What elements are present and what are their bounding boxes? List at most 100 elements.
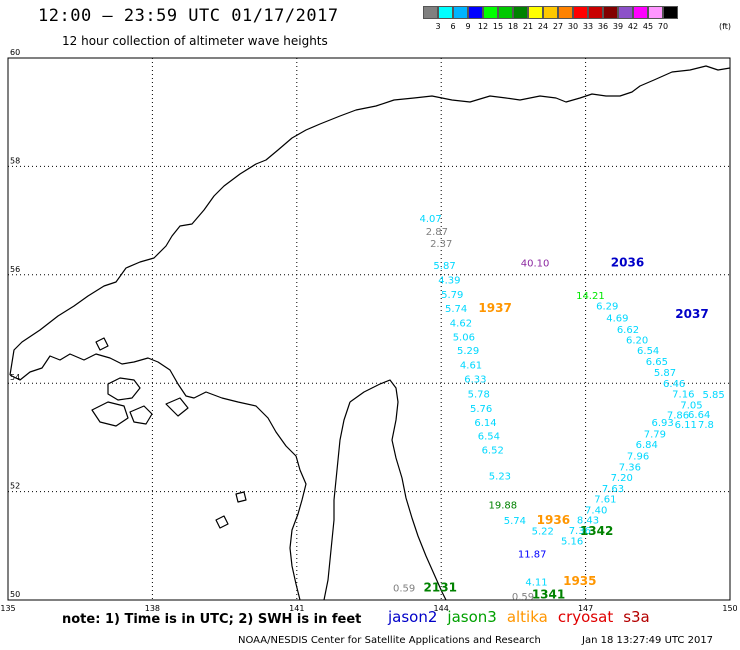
wave-height-value: 5.74	[504, 516, 526, 527]
wave-height-value: 6.52	[482, 446, 504, 457]
island	[235, 491, 247, 503]
legend-swatch	[573, 6, 588, 19]
wave-height-value: 6.29	[596, 301, 618, 312]
wave-height-value: 5.76	[470, 404, 492, 415]
wave-height-value: 2.87	[426, 227, 448, 238]
legend-label: 42	[627, 22, 639, 31]
wave-height-value: 5.06	[453, 332, 475, 343]
wave-height-value: 7.8	[698, 420, 714, 431]
wave-height-value: 6.54	[637, 346, 659, 357]
wave-height-value: 6.20	[626, 336, 648, 347]
wave-height-value: 7.61	[594, 494, 616, 505]
wave-height-value: 5.74	[445, 304, 467, 315]
pass-time-label: 1937	[478, 301, 511, 315]
legend-label: 9	[465, 22, 471, 31]
legend-unit: (ft)	[718, 22, 732, 31]
lat-tick-label: 52	[10, 482, 20, 491]
pass-time-label: 1342	[580, 524, 613, 538]
wave-height-value: 4.07	[419, 214, 441, 225]
legend-label: 15	[492, 22, 504, 31]
island	[95, 337, 109, 351]
pass-time-label: 1936	[537, 513, 570, 527]
legend-swatch	[498, 6, 513, 19]
legend-label: 70	[657, 22, 669, 31]
footnote: note: 1) Time is in UTC; 2) SWH is in fe…	[62, 612, 362, 627]
wave-height-value: 7.79	[644, 429, 666, 440]
wave-height-value: 7.16	[672, 389, 694, 400]
wave-height-value: 4.69	[606, 313, 628, 324]
wave-height-value: 14.21	[576, 291, 605, 302]
wave-height-value: 5.22	[532, 526, 554, 537]
legend-swatch	[588, 6, 603, 19]
pass-time-label: 1935	[563, 574, 596, 588]
wave-height-value: 7.20	[611, 473, 633, 484]
wave-height-value: 6.93	[651, 418, 673, 429]
legend-swatch	[453, 6, 468, 19]
wave-height-value: 4.39	[438, 275, 460, 286]
wave-height-value: 6.65	[646, 357, 668, 368]
wave-height-value: 19.88	[488, 500, 517, 511]
wave-height-value: 7.36	[619, 462, 641, 473]
legend-swatch	[423, 6, 438, 19]
legend-swatch	[528, 6, 543, 19]
wave-height-value: 7.63	[602, 484, 624, 495]
satellite-name: cryosat	[557, 608, 614, 626]
lon-tick-label: 135	[0, 604, 15, 613]
wave-height-value: 7.05	[680, 401, 702, 412]
wave-height-value: 2.37	[430, 239, 452, 250]
legend-swatch	[663, 6, 678, 19]
legend-label: 45	[642, 22, 654, 31]
wave-height-value: 6.64	[688, 410, 710, 421]
legend-label: 21	[522, 22, 534, 31]
wave-height-value: 5.29	[457, 346, 479, 357]
wave-height-value: 6.14	[474, 418, 496, 429]
wave-height-value: 7.40	[585, 505, 607, 516]
legend-label: 18	[507, 22, 519, 31]
legend-label: 27	[552, 22, 564, 31]
legend-swatch	[648, 6, 663, 19]
wave-height-value: 11.87	[518, 550, 547, 561]
timestamp: Jan 18 13:27:49 UTC 2017	[582, 635, 714, 646]
legend-swatch	[558, 6, 573, 19]
legend-label: 12	[477, 22, 489, 31]
wave-height-value: 7.86	[667, 410, 689, 421]
legend-labels: 3 6 9 12 15 18 21 24 27 30 33 36 39 42 45 70 (ft)	[423, 22, 740, 34]
wave-height-value: 5.79	[441, 290, 463, 301]
map-title: 12:00 – 23:59 UTC 01/17/2017	[38, 6, 339, 26]
satellite-name: s3a	[623, 608, 650, 626]
wave-height-value: 0.59	[512, 592, 534, 603]
wave-height-value: 5.16	[561, 537, 583, 548]
lon-tick-label: 138	[145, 604, 160, 613]
pass-time-label: 2036	[611, 256, 644, 270]
legend-swatch	[603, 6, 618, 19]
wave-height-value: 0.59	[393, 583, 415, 594]
sakhalin-island	[323, 379, 447, 601]
island	[129, 405, 153, 425]
lon-tick-label: 144	[434, 604, 449, 613]
legend-swatch	[633, 6, 648, 19]
legend-swatch	[483, 6, 498, 19]
satellite-name: jason3	[447, 608, 497, 626]
lon-tick-label: 147	[578, 604, 593, 613]
wave-height-value: 40.10	[521, 259, 550, 270]
island	[107, 377, 141, 401]
wave-height-value: 5.87	[433, 261, 455, 272]
legend-swatch	[438, 6, 453, 19]
island	[91, 401, 129, 427]
coastline	[9, 65, 731, 601]
western-coastline	[9, 353, 307, 601]
legend-label: 30	[567, 22, 579, 31]
lon-tick-label: 150	[722, 604, 737, 613]
legend-label: 36	[597, 22, 609, 31]
satellite-name: altika	[506, 608, 548, 626]
satellite-key: jason2 jason3 altika cryosat s3a	[388, 608, 660, 626]
lat-tick-label: 56	[10, 265, 20, 274]
legend-label: 33	[582, 22, 594, 31]
lon-tick-label: 141	[289, 604, 304, 613]
wave-height-value: 5.78	[468, 389, 490, 400]
credit-line: NOAA/NESDIS Center for Satellite Applica…	[238, 635, 541, 646]
wave-height-value: 4.62	[450, 318, 472, 329]
wave-height-value: 4.11	[525, 577, 547, 588]
